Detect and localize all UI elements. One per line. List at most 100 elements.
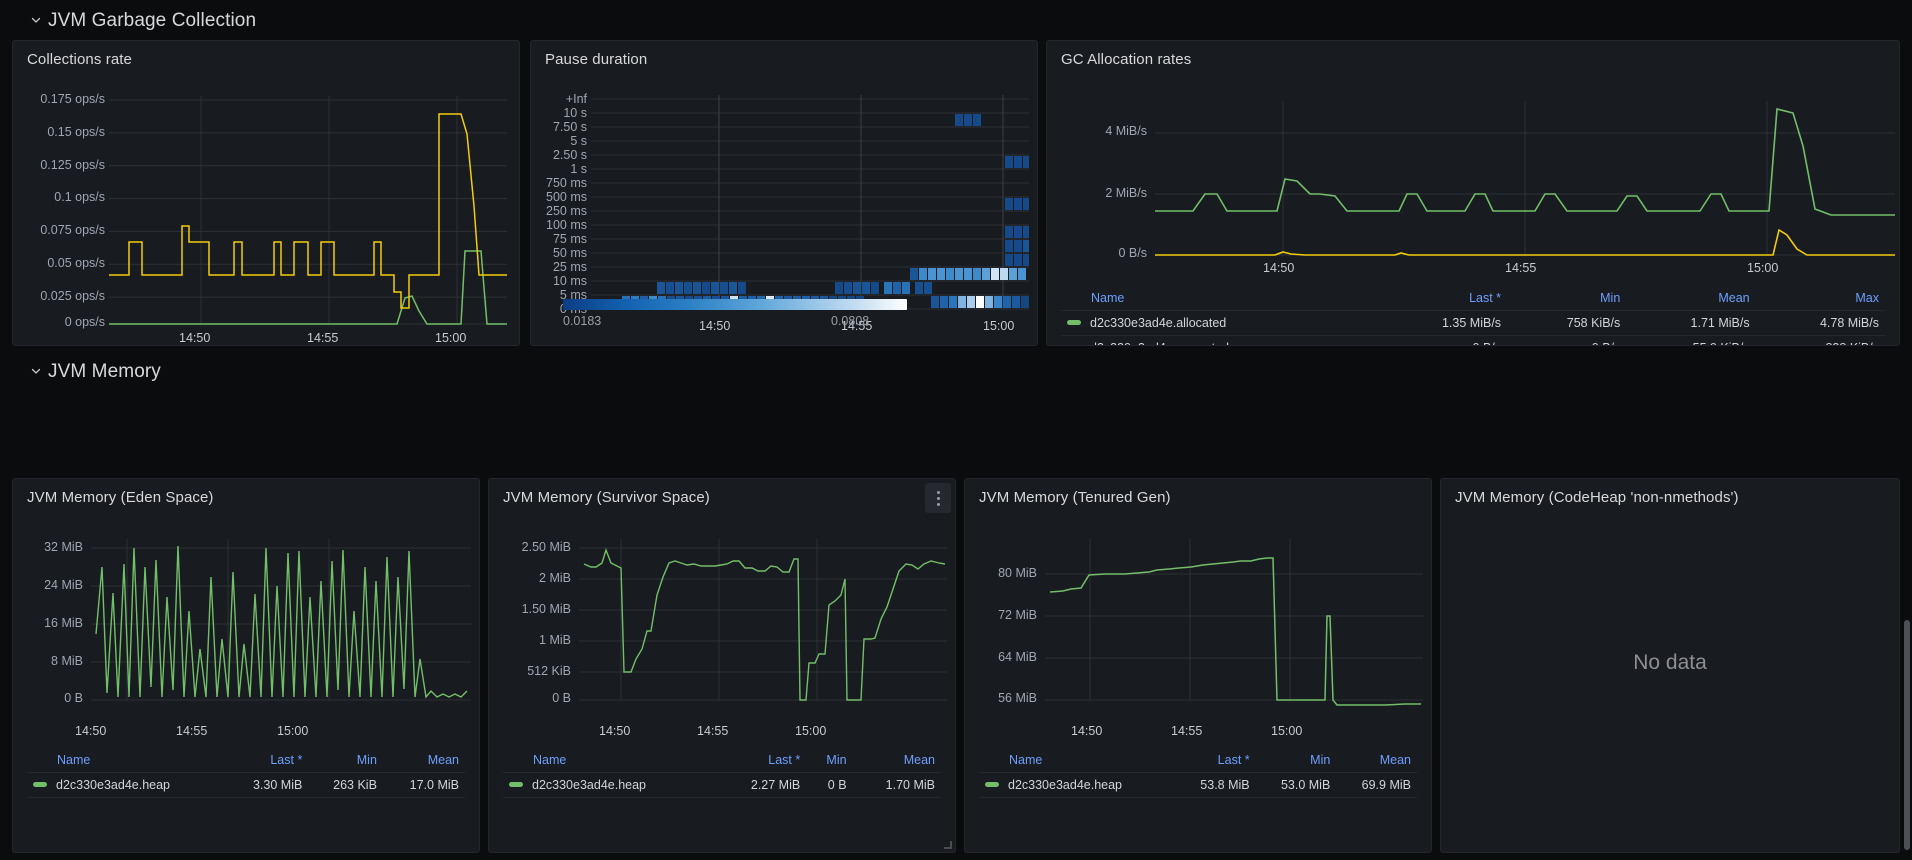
kebab-menu-icon[interactable] (925, 483, 951, 513)
ytick-label: 56 MiB (998, 691, 1037, 705)
series-name: d2c330e3ad4e.heap (1008, 778, 1123, 792)
series-color-swatch[interactable] (509, 782, 523, 788)
xtick-label: 15:00 (435, 331, 467, 345)
panel-title: Pause duration (545, 51, 648, 68)
ytick-label: 0.025 ops/s (40, 289, 105, 303)
panel-title: GC Allocation rates (1061, 51, 1192, 68)
ytick-label: 72 MiB (998, 608, 1037, 622)
table-row[interactable]: d2c330e3ad4e.allocated 1.35 MiB/s 758 Ki… (1061, 310, 1885, 336)
ytick-label: 75 ms (552, 232, 587, 246)
legend-col-last[interactable]: Last * (768, 753, 801, 767)
vertical-scrollbar[interactable] (1904, 620, 1910, 850)
legend-col-last[interactable]: Last * (270, 753, 303, 767)
legend-header-row: Name Last * Min Mean Max (1061, 289, 1885, 311)
series-color-swatch[interactable] (985, 782, 999, 788)
xtick-label: 14:50 (599, 724, 631, 738)
xtick-label: 14:55 (1171, 724, 1203, 738)
xtick-label: 14:55 (841, 319, 873, 333)
ytick-label: 1.50 MiB (521, 602, 571, 616)
legend-col-max[interactable]: Max (1855, 291, 1879, 305)
legend-col-name[interactable]: Name (1009, 753, 1043, 767)
ytick-label: 250 ms (546, 204, 587, 218)
series-mean: 17.0 MiB (382, 772, 465, 798)
series-min: 758 KiB/s (1507, 310, 1627, 336)
ytick-label: 10 ms (552, 274, 587, 288)
xtick-label: 14:50 (75, 724, 107, 738)
ytick-label: 750 ms (546, 176, 587, 190)
collections-rate-plot (109, 96, 507, 326)
ytick-label: 0.075 ops/s (40, 223, 105, 237)
ytick-label: 0 ops/s (64, 315, 105, 329)
ytick-label: 5 ms (559, 288, 587, 302)
ytick-label: 0.125 ops/s (40, 158, 105, 172)
series-max: 4.78 MiB/s (1755, 310, 1885, 336)
series-min: 0 B (806, 772, 853, 798)
legend-col-mean[interactable]: Mean (1379, 753, 1411, 767)
heatmap-color-scale (563, 299, 907, 310)
series-last: 3.30 MiB (226, 772, 309, 798)
series-last: 0 B/s (1377, 335, 1508, 345)
legend-col-min[interactable]: Min (1310, 753, 1331, 767)
panel-jvm-memory-tenured: JVM Memory (Tenured Gen) 80 MiB 72 MiB 6 (964, 478, 1432, 853)
series-name: d2c330e3ad4e.heap (532, 778, 647, 792)
panel-collections-rate: Collections rate (12, 40, 520, 346)
panel-resize-handle[interactable] (944, 841, 952, 849)
gc-allocation-rates-plot (1155, 101, 1895, 291)
ytick-label: 8 MiB (51, 654, 83, 668)
ytick-label: 1 s (570, 162, 587, 176)
series-color-swatch[interactable] (1067, 320, 1081, 326)
survivor-legend: Name Last * Min Mean d2c330e3ad4e.heap 2… (489, 751, 955, 798)
legend-col-mean[interactable]: Mean (427, 753, 459, 767)
ytick-label: 5 s (570, 134, 587, 148)
ytick-label: 32 MiB (44, 540, 83, 554)
legend-col-name[interactable]: Name (1091, 291, 1125, 305)
table-row[interactable]: d2c330e3ad4e.heap 3.30 MiB 263 KiB 17.0 … (27, 772, 465, 798)
table-row[interactable]: d2c330e3ad4e.heap 53.8 MiB 53.0 MiB 69.9… (979, 772, 1417, 798)
section-header-jvm-memory[interactable]: JVM Memory (10, 356, 161, 388)
panel-title: Collections rate (27, 51, 132, 68)
eden-legend: Name Last * Min Mean d2c330e3ad4e.heap 3… (13, 751, 479, 798)
series-name: d2c330e3ad4e.promoted (1090, 341, 1229, 345)
legend-col-min[interactable]: Min (1600, 291, 1621, 305)
series-color-swatch[interactable] (33, 782, 47, 788)
xtick-label: 15:00 (1747, 261, 1779, 275)
panel-gc-allocation-rates: GC Allocation rates 4 MiB/s (1046, 40, 1900, 346)
legend-col-mean[interactable]: Mean (903, 753, 935, 767)
section-title: JVM Memory (48, 361, 161, 382)
xtick-label: 14:50 (179, 331, 211, 345)
legend-col-min[interactable]: Min (826, 753, 847, 767)
series-color-swatch[interactable] (1067, 345, 1081, 346)
ytick-label: 64 MiB (998, 650, 1037, 664)
table-row[interactable]: d2c330e3ad4e.promoted 0 B/s 0 B/s 55.9 K… (1061, 335, 1885, 346)
panel-title: JVM Memory (Eden Space) (27, 489, 214, 506)
series-mean: 69.9 MiB (1336, 772, 1417, 798)
legend-col-mean[interactable]: Mean (1718, 291, 1750, 305)
ytick-label: 2 MiB (539, 571, 571, 585)
tenured-legend: Name Last * Min Mean d2c330e3ad4e.heap 5… (965, 751, 1431, 798)
section-header-jvm-garbage-collection[interactable]: JVM Garbage Collection (10, 5, 256, 37)
ytick-label: +Inf (565, 92, 587, 106)
panel-jvm-memory-survivor: JVM Memory (Survivor Space) (488, 478, 956, 853)
legend-col-name[interactable]: Name (57, 753, 91, 767)
legend-col-last[interactable]: Last * (1469, 291, 1502, 305)
ytick-label: 80 MiB (998, 566, 1037, 580)
series-min: 53.0 MiB (1255, 772, 1337, 798)
legend-header-row: Name Last * Min Mean (979, 751, 1417, 773)
legend-col-min[interactable]: Min (356, 753, 377, 767)
series-max: 828 KiB/s (1755, 335, 1885, 345)
no-data-message: No data (1633, 651, 1707, 674)
table-row[interactable]: d2c330e3ad4e.heap 2.27 MiB 0 B 1.70 MiB (503, 772, 941, 798)
legend-col-name[interactable]: Name (533, 753, 567, 767)
xtick-label: 15:00 (277, 724, 309, 738)
series-min: 0 B/s (1507, 335, 1627, 345)
heatmap-scale-min: 0.0183 (563, 314, 602, 328)
ytick-label: 2.50 s (552, 148, 587, 162)
eden-plot (91, 539, 471, 719)
ytick-label: 0.05 ops/s (47, 256, 105, 270)
tenured-plot (1045, 539, 1423, 719)
series-mean: 55.9 KiB/s (1626, 335, 1756, 345)
legend-col-last[interactable]: Last * (1217, 753, 1250, 767)
ytick-label: 0 B/s (1118, 246, 1148, 260)
panel-jvm-memory-eden: JVM Memory (Eden Space) 32 MiB 24 (12, 478, 480, 853)
